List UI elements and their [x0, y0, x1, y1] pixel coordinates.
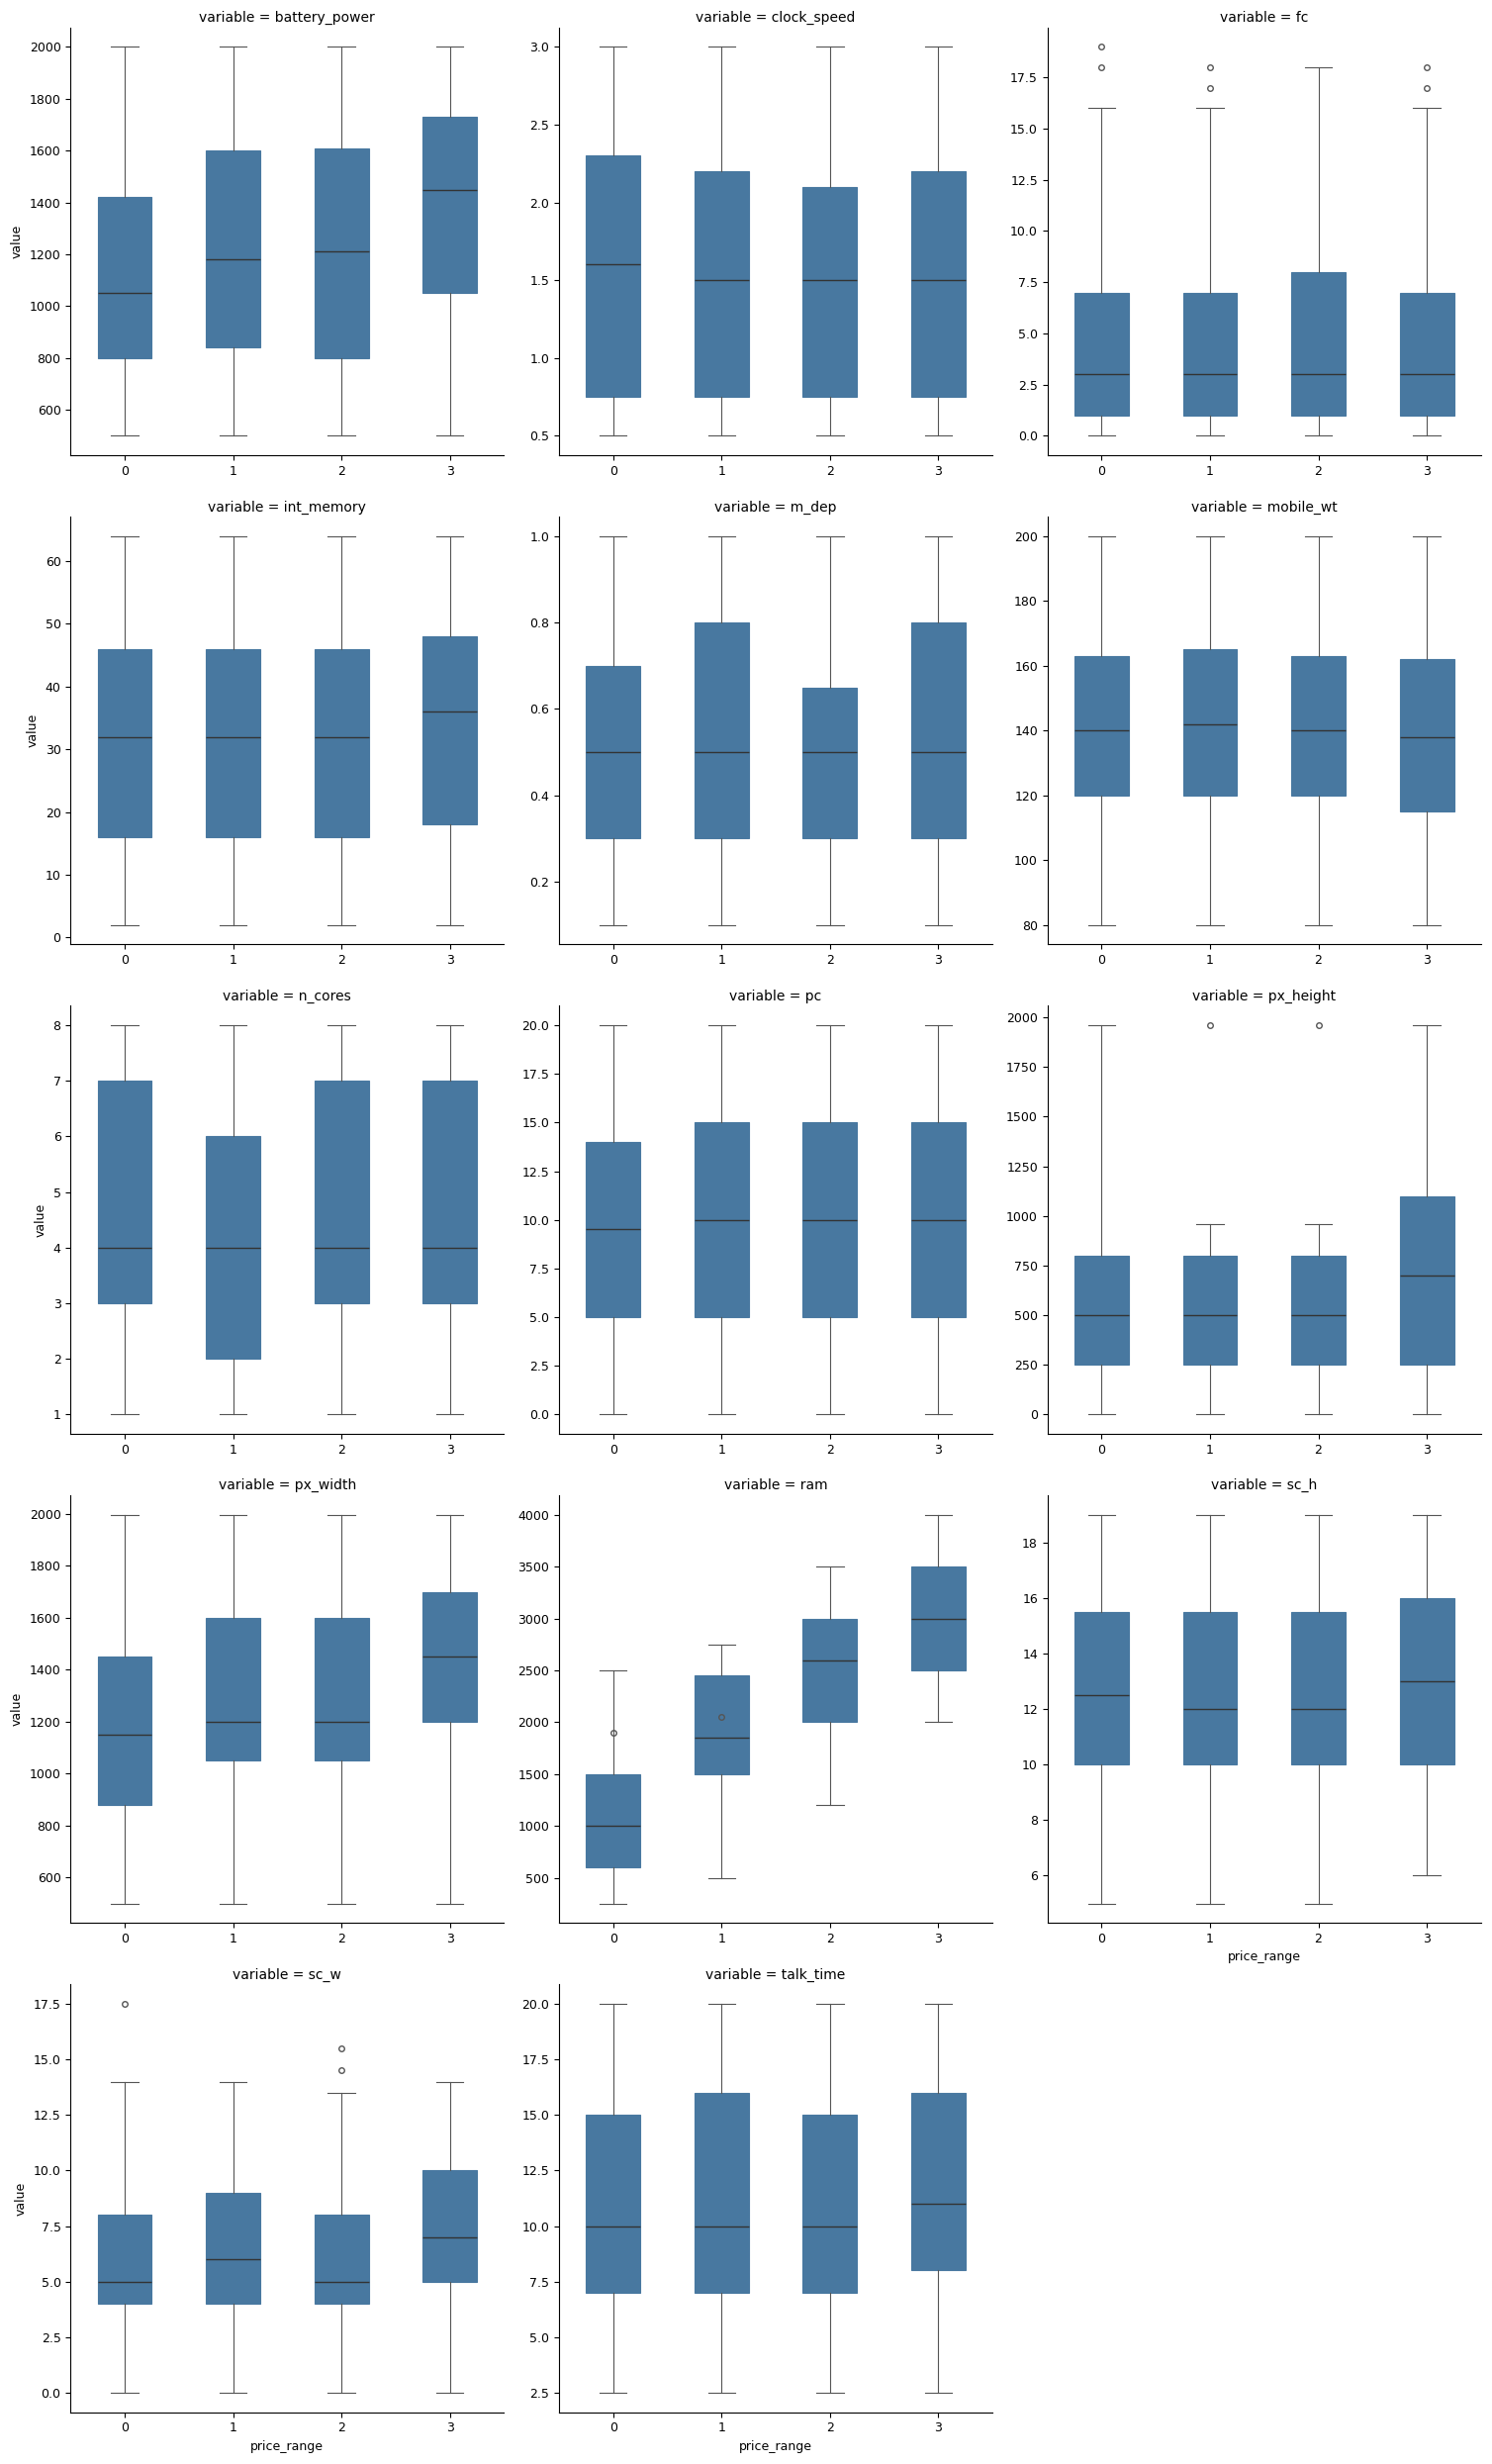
X-axis label: price_range: price_range	[1228, 1951, 1301, 1964]
PathPatch shape	[1399, 1597, 1453, 1764]
X-axis label: price_range: price_range	[739, 2439, 812, 2454]
PathPatch shape	[1183, 1257, 1237, 1365]
PathPatch shape	[422, 636, 477, 825]
PathPatch shape	[1291, 655, 1346, 796]
PathPatch shape	[694, 1676, 749, 1774]
PathPatch shape	[694, 1124, 749, 1316]
Title: variable = px_height: variable = px_height	[1192, 991, 1335, 1003]
PathPatch shape	[206, 150, 260, 347]
Title: variable = fc: variable = fc	[1220, 10, 1308, 25]
PathPatch shape	[803, 187, 856, 397]
PathPatch shape	[912, 172, 965, 397]
PathPatch shape	[694, 172, 749, 397]
PathPatch shape	[1399, 660, 1453, 811]
Title: variable = battery_power: variable = battery_power	[200, 10, 374, 25]
Title: variable = clock_speed: variable = clock_speed	[695, 10, 855, 25]
PathPatch shape	[586, 155, 640, 397]
Y-axis label: value: value	[10, 1693, 24, 1725]
PathPatch shape	[1291, 271, 1346, 416]
PathPatch shape	[97, 2215, 152, 2304]
Title: variable = px_width: variable = px_width	[218, 1478, 357, 1493]
PathPatch shape	[1074, 293, 1129, 416]
PathPatch shape	[586, 1774, 640, 1868]
PathPatch shape	[1291, 1611, 1346, 1764]
PathPatch shape	[315, 1619, 369, 1762]
PathPatch shape	[803, 1619, 856, 1722]
PathPatch shape	[315, 148, 369, 357]
PathPatch shape	[694, 623, 749, 838]
PathPatch shape	[1291, 1257, 1346, 1365]
Title: variable = sc_w: variable = sc_w	[233, 1969, 342, 1981]
PathPatch shape	[206, 1136, 260, 1358]
PathPatch shape	[803, 687, 856, 838]
X-axis label: price_range: price_range	[251, 2439, 324, 2454]
PathPatch shape	[1399, 1195, 1453, 1365]
Title: variable = sc_h: variable = sc_h	[1212, 1478, 1317, 1493]
Y-axis label: value: value	[27, 715, 40, 747]
PathPatch shape	[1074, 655, 1129, 796]
PathPatch shape	[803, 2114, 856, 2292]
Y-axis label: value: value	[34, 1202, 48, 1237]
PathPatch shape	[315, 2215, 369, 2304]
Title: variable = ram: variable = ram	[724, 1478, 828, 1493]
PathPatch shape	[586, 665, 640, 838]
PathPatch shape	[1183, 1611, 1237, 1764]
PathPatch shape	[97, 197, 152, 357]
PathPatch shape	[912, 2092, 965, 2269]
PathPatch shape	[97, 1082, 152, 1303]
PathPatch shape	[694, 2092, 749, 2292]
Title: variable = pc: variable = pc	[730, 991, 822, 1003]
PathPatch shape	[912, 1124, 965, 1316]
Title: variable = mobile_wt: variable = mobile_wt	[1191, 500, 1337, 515]
Y-axis label: value: value	[15, 2181, 28, 2215]
PathPatch shape	[1183, 293, 1237, 416]
PathPatch shape	[586, 2114, 640, 2292]
PathPatch shape	[97, 648, 152, 838]
PathPatch shape	[1183, 650, 1237, 796]
PathPatch shape	[97, 1656, 152, 1804]
Title: variable = int_memory: variable = int_memory	[209, 500, 367, 515]
PathPatch shape	[315, 1082, 369, 1303]
Y-axis label: value: value	[10, 224, 24, 259]
PathPatch shape	[206, 1619, 260, 1762]
PathPatch shape	[803, 1124, 856, 1316]
PathPatch shape	[422, 116, 477, 293]
Title: variable = m_dep: variable = m_dep	[715, 500, 837, 515]
Title: variable = talk_time: variable = talk_time	[706, 1969, 846, 1981]
PathPatch shape	[912, 1567, 965, 1671]
PathPatch shape	[1074, 1611, 1129, 1764]
PathPatch shape	[315, 648, 369, 838]
PathPatch shape	[206, 648, 260, 838]
Title: variable = n_cores: variable = n_cores	[224, 991, 352, 1003]
PathPatch shape	[586, 1141, 640, 1316]
PathPatch shape	[1399, 293, 1453, 416]
PathPatch shape	[422, 1592, 477, 1722]
PathPatch shape	[422, 2171, 477, 2282]
PathPatch shape	[912, 623, 965, 838]
PathPatch shape	[1074, 1257, 1129, 1365]
PathPatch shape	[206, 2193, 260, 2304]
PathPatch shape	[422, 1082, 477, 1303]
